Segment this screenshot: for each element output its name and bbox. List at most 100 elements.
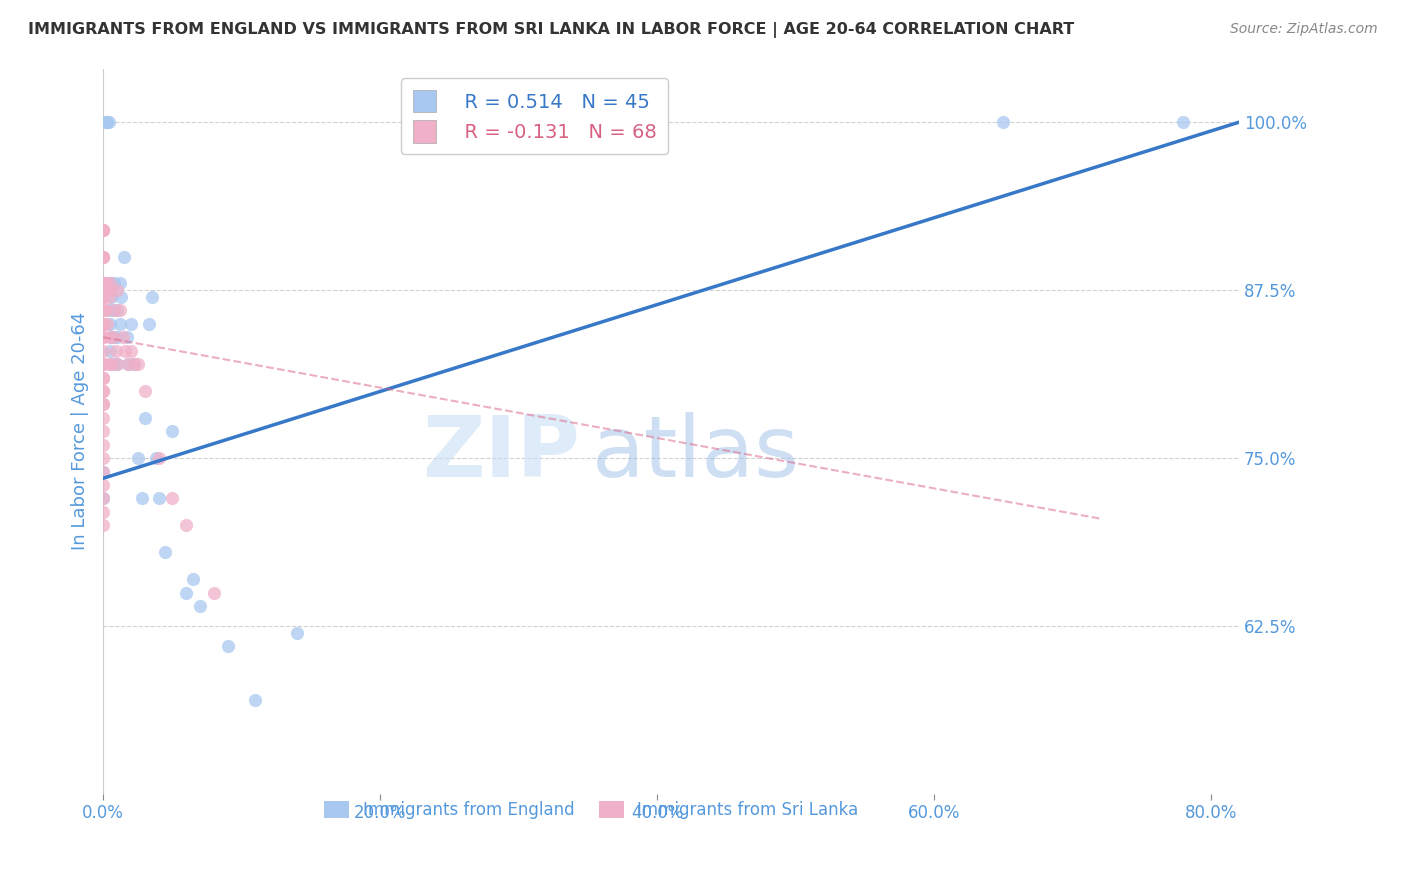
- Point: [91, 277, 114, 291]
- Point: [245, 693, 267, 707]
- Point: [138, 317, 160, 331]
- Text: ZIP: ZIP: [422, 411, 581, 494]
- Point: [91, 223, 114, 237]
- Point: [145, 451, 167, 466]
- Point: [101, 303, 124, 318]
- Point: [188, 599, 211, 613]
- Legend: Immigrants from England, Immigrants from Sri Lanka: Immigrants from England, Immigrants from…: [318, 794, 866, 826]
- Point: [91, 424, 114, 438]
- Point: [91, 410, 114, 425]
- Point: [91, 343, 114, 358]
- Point: [181, 572, 204, 586]
- Point: [108, 277, 131, 291]
- Point: [91, 465, 114, 479]
- Point: [105, 330, 128, 344]
- Point: [127, 357, 149, 371]
- Point: [91, 357, 114, 371]
- Point: [91, 438, 114, 452]
- Point: [91, 330, 114, 344]
- Point: [94, 277, 117, 291]
- Point: [162, 424, 184, 438]
- Point: [98, 317, 121, 331]
- Point: [91, 290, 114, 304]
- Point: [148, 451, 170, 466]
- Point: [91, 317, 114, 331]
- Point: [122, 357, 145, 371]
- Point: [97, 303, 120, 318]
- Point: [91, 277, 114, 291]
- Point: [91, 303, 114, 318]
- Point: [120, 317, 142, 331]
- Point: [96, 317, 118, 331]
- Point: [1173, 115, 1195, 129]
- Point: [117, 357, 139, 371]
- Point: [105, 303, 128, 318]
- Point: [100, 357, 122, 371]
- Point: [91, 250, 114, 264]
- Point: [91, 317, 114, 331]
- Point: [91, 370, 114, 384]
- Point: [91, 465, 114, 479]
- Point: [91, 384, 114, 398]
- Point: [97, 283, 120, 297]
- Point: [91, 290, 114, 304]
- Point: [91, 330, 114, 344]
- Point: [111, 330, 134, 344]
- Point: [91, 384, 114, 398]
- Point: [131, 491, 153, 506]
- Point: [91, 250, 114, 264]
- Point: [103, 303, 125, 318]
- Point: [91, 397, 114, 411]
- Point: [217, 639, 239, 653]
- Point: [91, 451, 114, 466]
- Point: [97, 357, 120, 371]
- Point: [91, 518, 114, 533]
- Point: [91, 357, 114, 371]
- Point: [91, 505, 114, 519]
- Point: [98, 277, 121, 291]
- Point: [91, 223, 114, 237]
- Point: [97, 115, 120, 129]
- Point: [202, 585, 225, 599]
- Point: [112, 250, 135, 264]
- Point: [98, 330, 121, 344]
- Point: [91, 290, 114, 304]
- Point: [103, 330, 125, 344]
- Point: [96, 115, 118, 129]
- Point: [105, 283, 128, 297]
- Point: [98, 277, 121, 291]
- Point: [108, 303, 131, 318]
- Y-axis label: In Labor Force | Age 20-64: In Labor Force | Age 20-64: [72, 312, 89, 550]
- Point: [91, 250, 114, 264]
- Point: [91, 290, 114, 304]
- Point: [162, 491, 184, 506]
- Text: atlas: atlas: [592, 411, 800, 494]
- Point: [174, 518, 197, 533]
- Point: [91, 303, 114, 318]
- Point: [122, 357, 145, 371]
- Point: [110, 290, 132, 304]
- Point: [141, 290, 163, 304]
- Point: [94, 303, 117, 318]
- Point: [94, 115, 117, 129]
- Point: [108, 317, 131, 331]
- Point: [993, 115, 1015, 129]
- Point: [91, 370, 114, 384]
- Point: [114, 343, 136, 358]
- Point: [115, 330, 138, 344]
- Point: [148, 491, 170, 506]
- Point: [100, 283, 122, 297]
- Point: [120, 343, 142, 358]
- Point: [101, 330, 124, 344]
- Point: [134, 410, 156, 425]
- Point: [98, 343, 121, 358]
- Point: [91, 317, 114, 331]
- Point: [97, 290, 120, 304]
- Text: IMMIGRANTS FROM ENGLAND VS IMMIGRANTS FROM SRI LANKA IN LABOR FORCE | AGE 20-64 : IMMIGRANTS FROM ENGLAND VS IMMIGRANTS FR…: [28, 22, 1074, 38]
- Point: [174, 585, 197, 599]
- Point: [91, 397, 114, 411]
- Point: [155, 545, 177, 559]
- Point: [105, 357, 128, 371]
- Point: [134, 384, 156, 398]
- Point: [103, 277, 125, 291]
